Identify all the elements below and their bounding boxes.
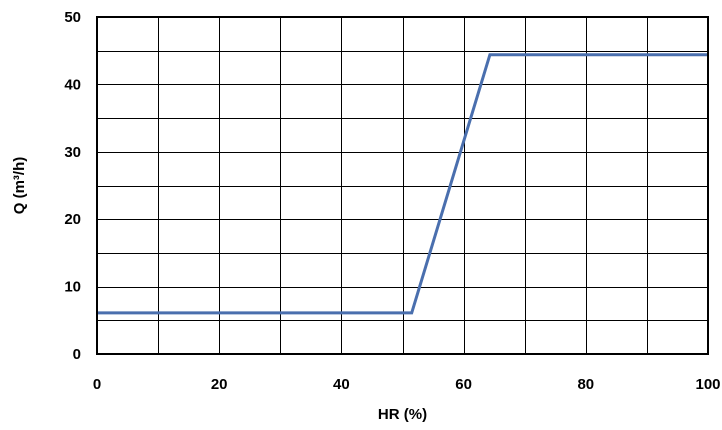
x-tick-label: 40	[333, 376, 350, 393]
x-axis-title: HR (%)	[378, 406, 427, 423]
plot-frame	[96, 16, 709, 355]
y-tick-label: 10	[64, 279, 81, 296]
grid	[97, 17, 708, 354]
y-tick-label: 40	[64, 76, 81, 93]
x-tick-label: 60	[455, 376, 472, 393]
series-layer	[97, 53, 708, 315]
x-tick-label: 20	[211, 376, 228, 393]
y-tick-label: 0	[73, 346, 81, 363]
series-line-1	[97, 53, 708, 315]
y-axis-ticks: 0 10 20 30 40 50	[64, 9, 81, 363]
x-axis-ticks: 0 20 40 60 80 100	[93, 376, 721, 393]
y-tick-label: 30	[64, 144, 81, 161]
y-tick-label: 20	[64, 211, 81, 228]
x-tick-label: 0	[93, 376, 101, 393]
y-axis-title: Q (m³/h)	[11, 157, 28, 215]
x-tick-label: 80	[577, 376, 594, 393]
x-tick-label: 100	[695, 376, 720, 393]
y-tick-label: 50	[64, 9, 81, 26]
